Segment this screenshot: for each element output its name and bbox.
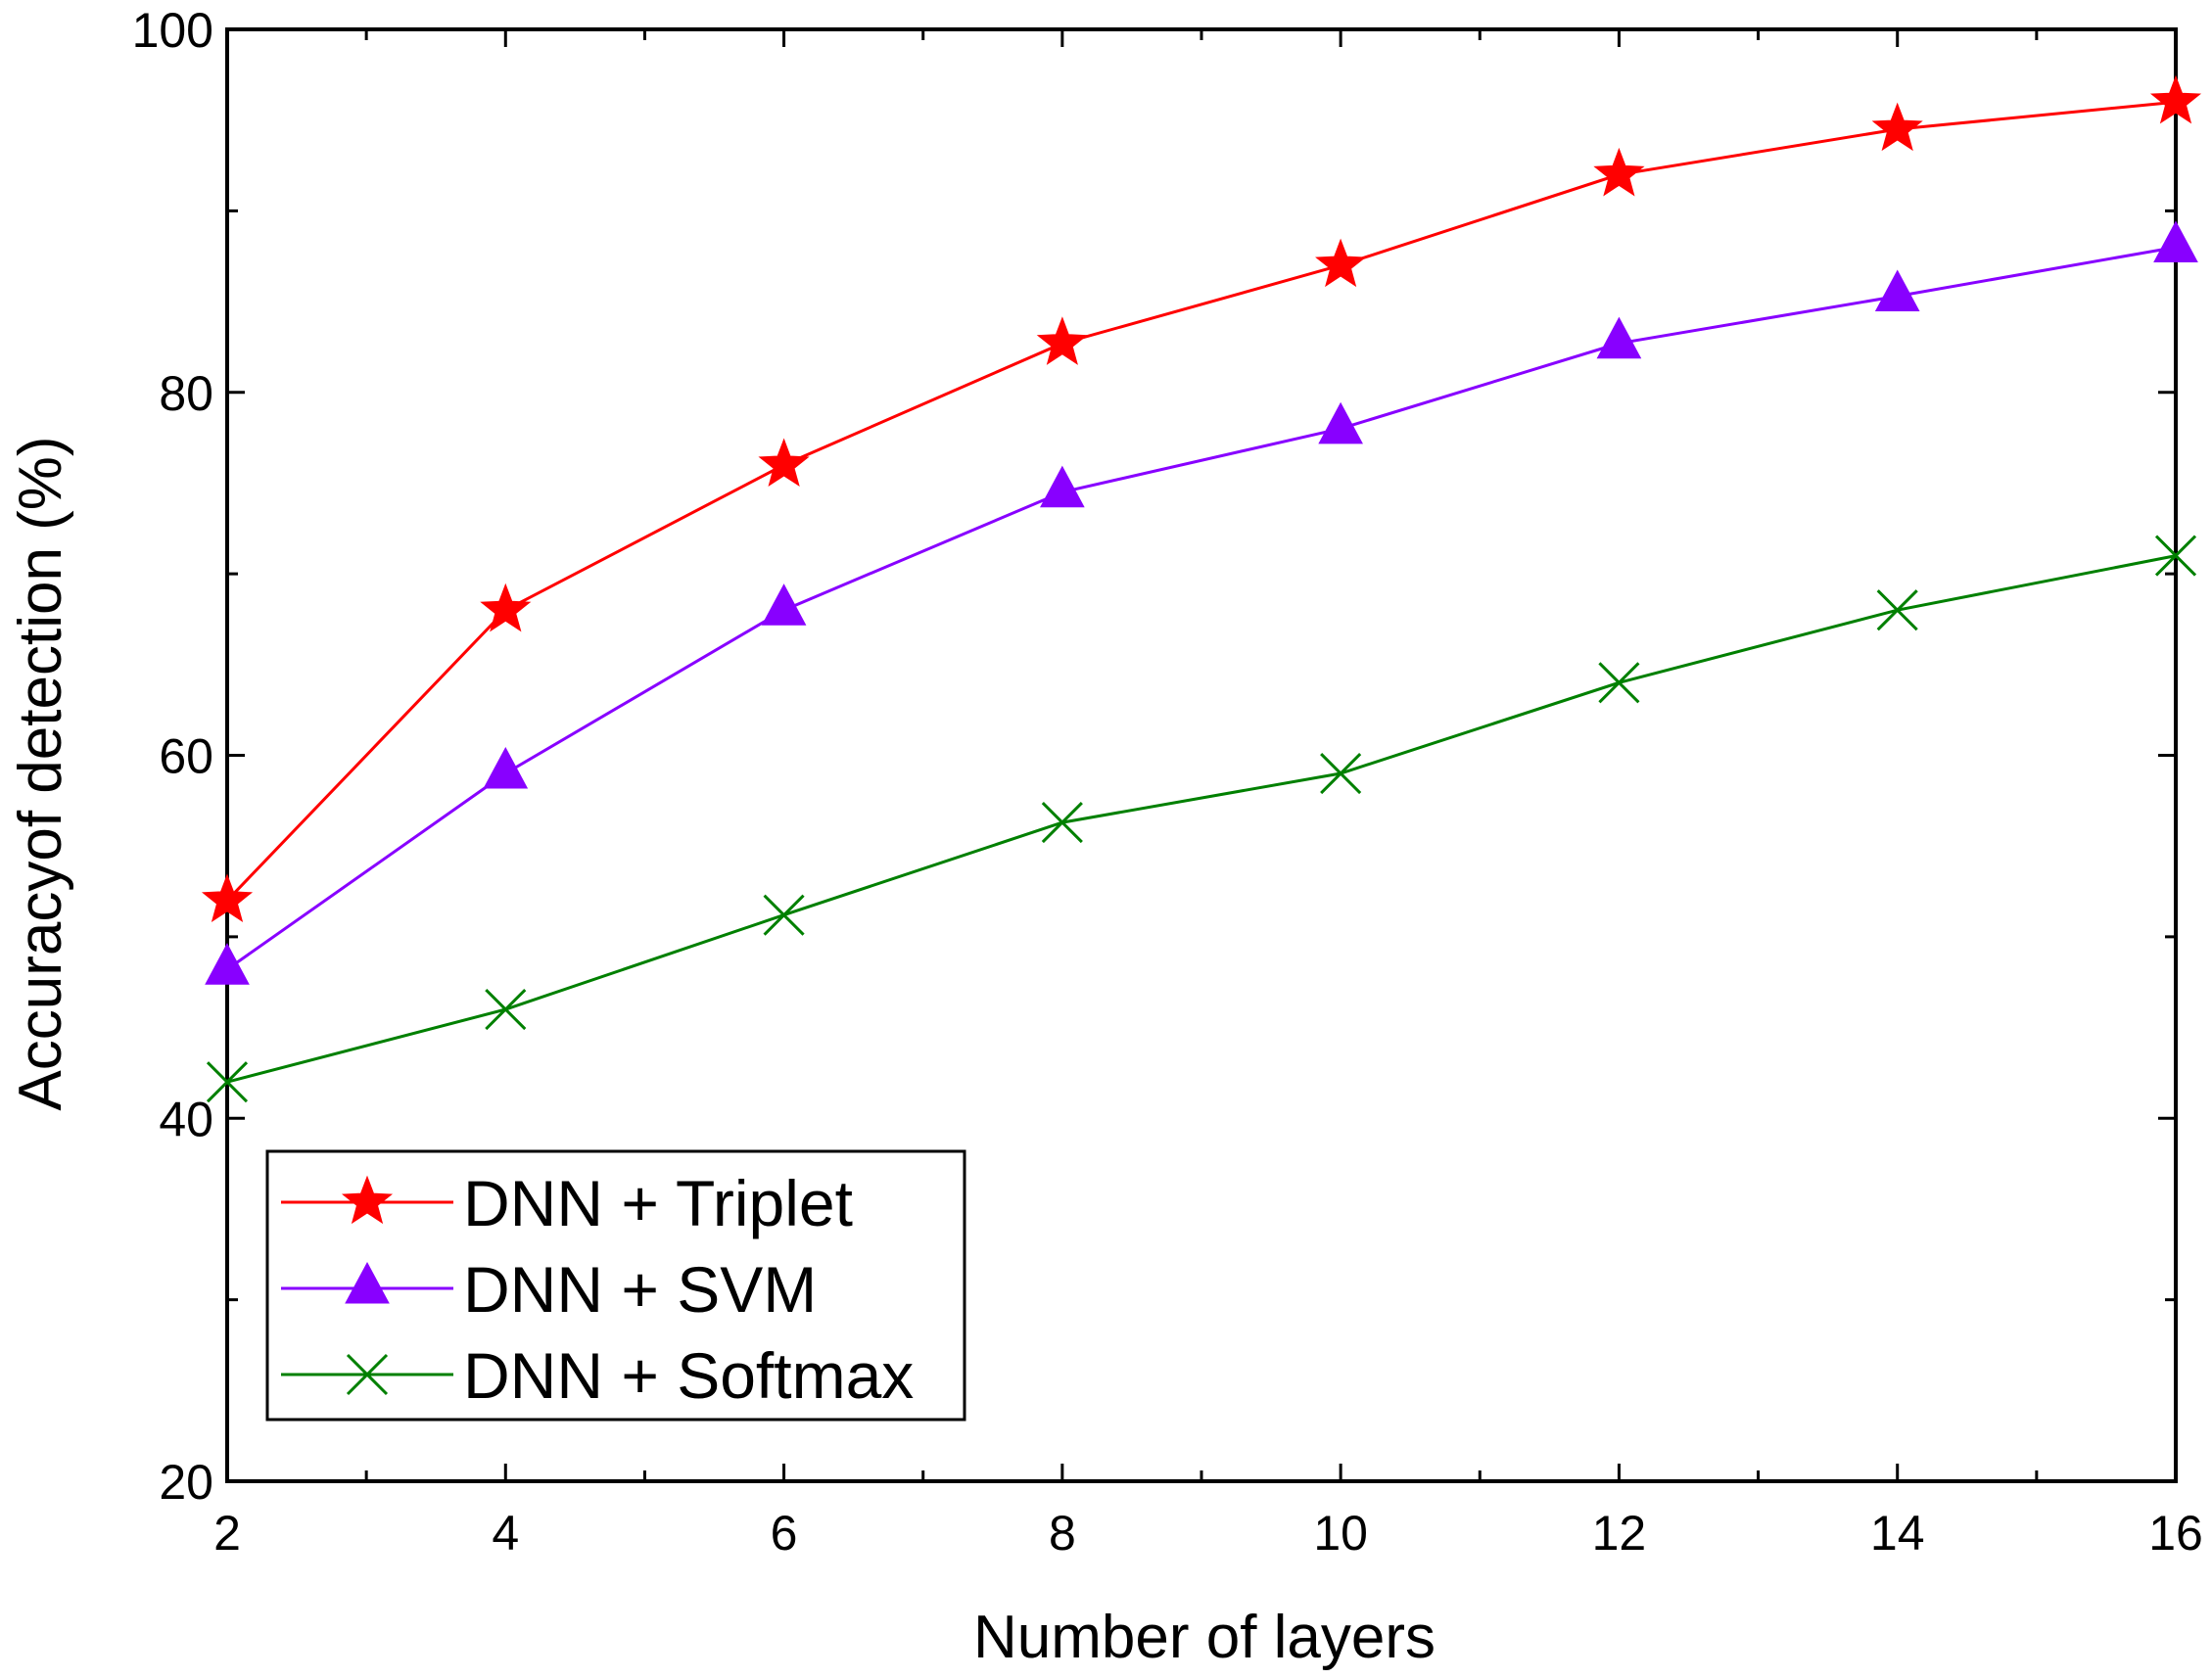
data-point [1874, 269, 1920, 312]
x-tick-label: 4 [492, 1506, 519, 1561]
data-point [2149, 74, 2202, 124]
data-point [1315, 238, 1367, 288]
y-tick-label: 40 [159, 1092, 213, 1146]
data-point [201, 873, 254, 922]
y-tick-label: 20 [159, 1455, 213, 1510]
series-line [226, 554, 2177, 1084]
x-tick-label: 14 [1870, 1506, 1925, 1561]
y-tick-label: 100 [132, 3, 213, 58]
x-axis-title: Number of layers [973, 1604, 1435, 1671]
data-point [1320, 752, 1362, 795]
x-tick-label: 2 [213, 1506, 241, 1561]
data-point [1318, 401, 1363, 444]
series-dnn-svm [205, 220, 2198, 985]
legend-label: DNN + SVM [463, 1253, 817, 1326]
axes: 2 4 6 8 10 12 14 16 20 40 60 80 100 [132, 3, 2203, 1561]
series-line [226, 246, 2177, 971]
data-point [1596, 316, 1642, 359]
legend-item: DNN + SVM [281, 1253, 817, 1326]
legend-item: DNN + Triplet [281, 1167, 853, 1239]
data-point [480, 583, 532, 632]
legend-label: DNN + Triplet [463, 1167, 853, 1239]
legend-marker [341, 1175, 394, 1225]
data-point [1036, 316, 1088, 365]
data-point [1040, 465, 1085, 508]
data-point [2153, 220, 2198, 262]
data-point [763, 894, 805, 936]
data-point [1593, 147, 1645, 197]
series-dnn-triplet [201, 74, 2202, 922]
x-tick-label: 8 [1049, 1506, 1076, 1561]
x-tick-label: 12 [1592, 1506, 1647, 1561]
legend-label: DNN + Softmax [463, 1339, 914, 1412]
data-point [1041, 802, 1083, 844]
x-tick-label: 10 [1313, 1506, 1368, 1561]
legend-marker [345, 1261, 390, 1304]
data-point [1598, 662, 1640, 704]
x-tick-label: 16 [2148, 1506, 2203, 1561]
legend-item: DNN + Softmax [281, 1339, 914, 1412]
data-point [1876, 589, 1918, 631]
series [201, 74, 2202, 1103]
x-tick-label: 6 [771, 1506, 798, 1561]
data-point [205, 943, 250, 985]
series-dnn-softmax [206, 535, 2197, 1103]
series-line [225, 100, 2177, 902]
data-point [2154, 535, 2197, 577]
data-point [761, 583, 807, 626]
data-point [483, 746, 529, 789]
legend: DNN + Triplet DNN + SVM DNN + Softmax [265, 1149, 966, 1422]
y-tick-label: 60 [159, 729, 213, 784]
legend-marker [346, 1353, 389, 1396]
y-tick-label: 80 [159, 366, 213, 421]
data-point [1871, 102, 1923, 152]
y-axis-title: Accuracyof detection (%) [7, 436, 74, 1110]
data-point [758, 438, 810, 488]
data-point [485, 988, 527, 1031]
data-point [206, 1061, 249, 1103]
